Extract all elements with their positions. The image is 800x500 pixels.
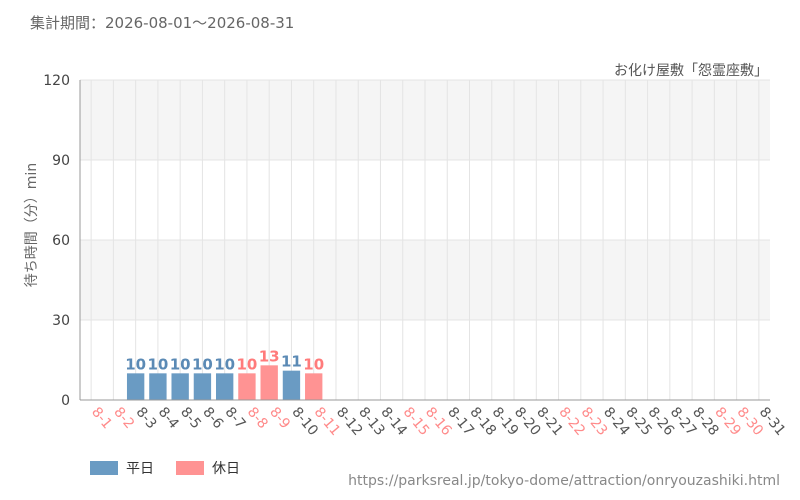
bar-value-label: 11 xyxy=(281,353,302,371)
bar-holiday[interactable] xyxy=(260,365,278,400)
bar-holiday[interactable] xyxy=(238,373,256,400)
attraction-name: お化け屋敷「怨霊座敷」 xyxy=(614,63,768,79)
x-tick-label: 8-2 xyxy=(110,404,137,432)
x-tick-label: 8-3 xyxy=(133,404,160,432)
bar-value-label: 10 xyxy=(303,355,324,373)
bars xyxy=(126,365,323,400)
bar-value-label: 10 xyxy=(147,355,168,373)
y-tick-label: 120 xyxy=(43,73,70,89)
bar-weekday[interactable] xyxy=(149,373,167,400)
y-tick-labels: 0 30 60 90 120 xyxy=(43,73,70,409)
x-tick-label: 8-6 xyxy=(199,404,226,432)
y-tick-label: 60 xyxy=(52,233,70,249)
legend-label-holiday: 休日 xyxy=(212,461,240,477)
x-tick-label: 8-1 xyxy=(88,404,115,432)
y-tick-label: 0 xyxy=(61,393,70,409)
legend-swatch-holiday xyxy=(176,461,204,475)
legend: 平日 休日 xyxy=(90,458,262,478)
bar-weekday[interactable] xyxy=(126,373,145,400)
bar-value-label: 10 xyxy=(214,355,235,373)
x-tick-labels: 8-18-28-38-48-58-68-78-88-98-108-118-128… xyxy=(88,404,788,439)
x-tick-label: 8-4 xyxy=(155,404,182,432)
axes xyxy=(79,80,770,401)
bar-weekday[interactable] xyxy=(282,370,301,400)
legend-item-holiday[interactable]: 休日 xyxy=(176,458,240,478)
y-axis-label: 待ち時間（分）min xyxy=(24,163,40,287)
bar-value-label: 10 xyxy=(236,355,257,373)
period-label: 集計期間：2026-08-01～2026-08-31 xyxy=(30,14,295,32)
x-tick-label: 8-8 xyxy=(244,404,271,432)
bar-value-label: 10 xyxy=(192,355,213,373)
legend-label-weekday: 平日 xyxy=(126,461,154,477)
x-tick-label: 8-5 xyxy=(177,404,204,432)
bar-value-label: 10 xyxy=(170,355,191,373)
x-tick-label: 8-7 xyxy=(222,404,249,432)
x-tick-label: 8-9 xyxy=(266,404,293,432)
bar-value-label: 13 xyxy=(259,347,280,365)
legend-item-weekday[interactable]: 平日 xyxy=(90,458,154,478)
source-url: https://parksreal.jp/tokyo-dome/attracti… xyxy=(348,473,780,489)
bar-value-label: 10 xyxy=(125,355,146,373)
bar-weekday[interactable] xyxy=(171,373,189,400)
bar-weekday[interactable] xyxy=(193,373,212,400)
bar-holiday[interactable] xyxy=(305,373,323,400)
legend-swatch-weekday xyxy=(90,461,118,475)
y-tick-label: 30 xyxy=(52,313,70,329)
y-tick-label: 90 xyxy=(52,153,70,169)
bar-weekday[interactable] xyxy=(215,373,234,400)
